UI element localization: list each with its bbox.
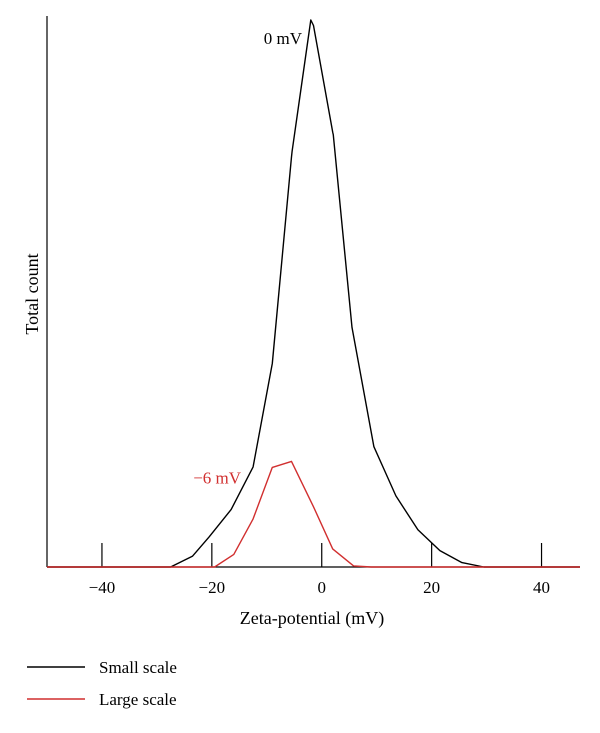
x-tick-label: −40 (89, 578, 116, 597)
series-line-small-scale (47, 19, 580, 568)
x-ticks: −40 −20 0 20 40 (89, 543, 550, 597)
legend-label: Small scale (99, 658, 177, 677)
peak-annotations: 0 mV −6 mV (193, 29, 303, 487)
y-axis-title: Total count (22, 253, 42, 334)
legend: Small scale Large scale (27, 658, 177, 709)
series-lines (47, 19, 580, 568)
x-tick-label: 0 (317, 578, 326, 597)
series-line-large-scale (47, 460, 580, 568)
x-tick-label: 20 (423, 578, 440, 597)
peak-label-large-scale: −6 mV (193, 468, 242, 487)
axes (46, 16, 580, 568)
peak-label-small-scale: 0 mV (264, 29, 303, 48)
x-tick-label: −20 (199, 578, 226, 597)
x-tick-label: 40 (533, 578, 550, 597)
legend-label: Large scale (99, 690, 177, 709)
x-axis-title: Zeta-potential (mV) (240, 608, 384, 629)
